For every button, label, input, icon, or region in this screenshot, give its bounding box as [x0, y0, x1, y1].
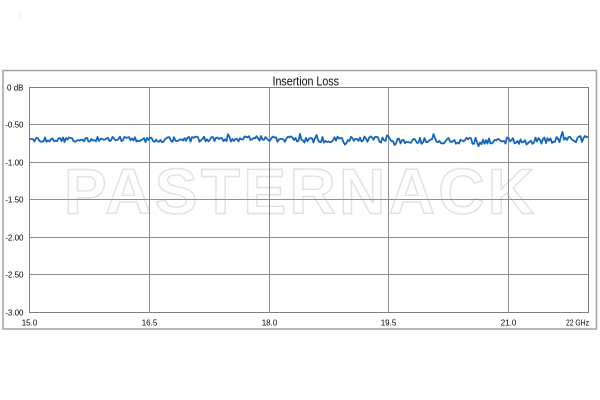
svg-text:PASTERNACK: PASTERNACK — [64, 156, 534, 228]
svg-text:16.5: 16.5 — [142, 319, 158, 328]
svg-text:22 GHz: 22 GHz — [566, 319, 589, 328]
svg-text:21.0: 21.0 — [501, 319, 517, 328]
svg-text:-2.00: -2.00 — [5, 234, 24, 243]
svg-text:-1.00: -1.00 — [5, 159, 24, 168]
svg-text:19.5: 19.5 — [381, 319, 397, 328]
svg-text:15.0: 15.0 — [22, 319, 38, 328]
svg-text:0 dB: 0 dB — [7, 84, 23, 93]
svg-text:18.0: 18.0 — [262, 319, 278, 328]
svg-text:-1.50: -1.50 — [5, 196, 24, 205]
svg-text:-2.50: -2.50 — [5, 271, 24, 280]
svg-text:-0.50: -0.50 — [5, 121, 24, 130]
svg-text:Insertion Loss: Insertion Loss — [273, 74, 340, 88]
svg-text:-3.00: -3.00 — [5, 309, 24, 318]
